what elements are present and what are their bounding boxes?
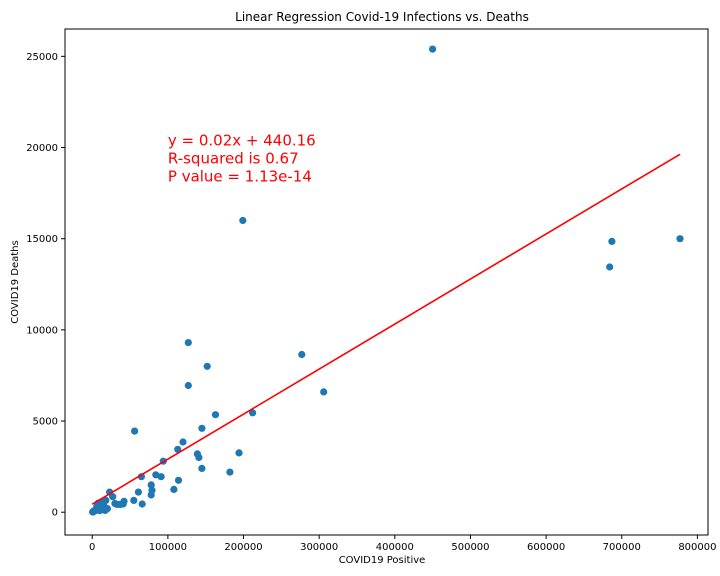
annotation-line: P value = 1.13e-14 [168, 168, 312, 186]
data-point [184, 381, 192, 390]
y-tick-label: 5000 [33, 417, 58, 428]
data-point [235, 449, 243, 457]
data-point [147, 481, 155, 489]
x-tick-label: 300000 [300, 542, 338, 553]
data-point [239, 216, 247, 225]
x-tick-label: 200000 [224, 542, 262, 553]
data-point [130, 496, 138, 504]
y-tick-label: 25000 [26, 52, 58, 63]
data-point [226, 468, 234, 476]
data-point [170, 485, 178, 493]
data-point [174, 476, 183, 484]
data-point [157, 473, 165, 481]
y-tick-label: 15000 [26, 234, 58, 245]
x-axis-label: COVID19 Positive [339, 555, 426, 566]
data-point [147, 491, 155, 499]
regression-annotation: y = 0.02x + 440.16R-squared is 0.67P val… [168, 132, 316, 186]
data-point [298, 350, 306, 359]
x-tick-label: 500000 [451, 542, 489, 553]
data-point [137, 473, 145, 481]
data-point [134, 488, 142, 496]
y-axis-label: COVID19 Deaths [10, 240, 21, 324]
x-tick-label: 700000 [603, 542, 641, 553]
x-axis-ticks: 0 100000 200000 300000 400000 500000 600000 700… [89, 535, 717, 553]
data-point [174, 445, 182, 453]
data-point [198, 424, 206, 432]
x-tick-label: 800000 [678, 542, 716, 553]
data-point [429, 45, 437, 53]
data-point [198, 464, 206, 472]
y-axis-ticks: 0 5000 10000 15000 20000 25000 [26, 52, 65, 519]
data-point [101, 506, 109, 514]
data-point [249, 409, 257, 417]
data-point [676, 235, 684, 243]
x-tick-label: 400000 [376, 542, 414, 553]
y-tick-label: 10000 [26, 325, 58, 336]
data-point [608, 237, 616, 245]
annotation-line: y = 0.02x + 440.16 [168, 132, 316, 150]
regression-line-layer [91, 153, 681, 505]
data-point [195, 453, 203, 462]
x-tick-label: 600000 [527, 542, 565, 553]
data-point [184, 339, 192, 347]
points-layer [89, 45, 684, 516]
data-point [179, 438, 187, 446]
x-tick-label: 0 [89, 542, 95, 553]
x-tick-label: 100000 [149, 542, 187, 553]
annotation-line: R-squared is 0.67 [168, 150, 299, 168]
data-point [138, 500, 146, 508]
data-point [606, 263, 614, 271]
data-point [131, 427, 139, 435]
data-point [203, 362, 211, 370]
data-point [211, 411, 220, 419]
data-point [320, 388, 328, 396]
data-point [116, 500, 124, 509]
y-tick-label: 0 [52, 508, 58, 519]
data-point [109, 493, 117, 501]
regression-line [91, 153, 681, 505]
y-tick-label: 20000 [26, 143, 58, 154]
data-point [96, 507, 104, 515]
chart-title: Linear Regression Covid-19 Infections vs… [235, 10, 529, 24]
plot-frame [64, 28, 709, 536]
